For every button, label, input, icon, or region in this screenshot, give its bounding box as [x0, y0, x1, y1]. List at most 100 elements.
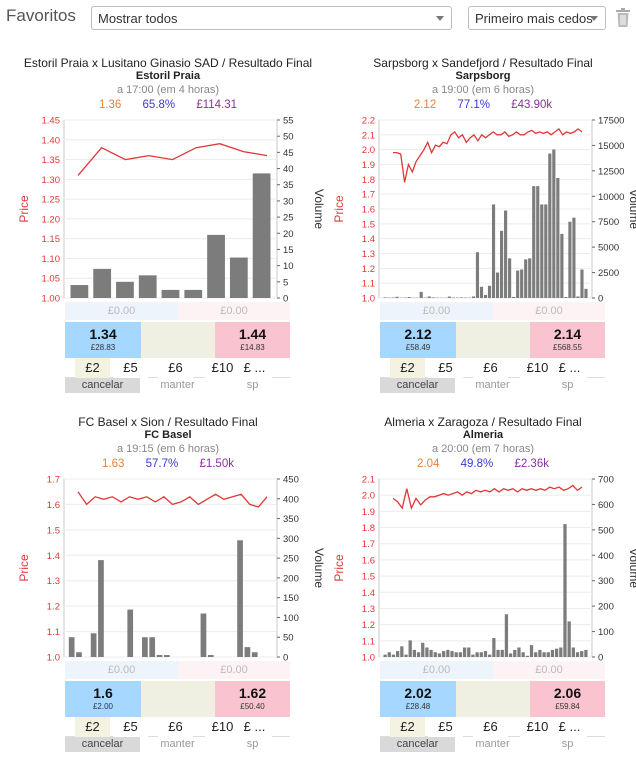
lay-button[interactable]: 2.06 £59.84: [530, 681, 605, 717]
sp-button[interactable]: sp: [561, 738, 574, 750]
volume-bar: [442, 651, 446, 657]
ladder-actions: cancelar manter sp: [380, 378, 605, 393]
lay-button[interactable]: 1.44 £14.83: [215, 322, 290, 358]
price-tick-label: 1.7: [47, 475, 60, 486]
lay-button[interactable]: 1.62 £50.40: [215, 681, 290, 717]
lay-empty-cell[interactable]: £0.00: [178, 661, 290, 679]
sort-select[interactable]: Primeiro mais cedos: [468, 6, 606, 30]
stake-button[interactable]: £ ...: [237, 717, 272, 737]
back-amount: £58.49: [405, 343, 431, 352]
ladder-actions: cancelar manter sp: [65, 737, 290, 752]
volume-bar: [68, 637, 75, 657]
volume-bar: [149, 637, 156, 657]
market-title[interactable]: FC Basel x Sion / Resultado Final: [78, 415, 258, 429]
filter-select[interactable]: Mostrar todos: [91, 6, 452, 30]
volume-tick-label: 450: [283, 475, 299, 486]
volume-bar: [560, 233, 564, 298]
volume-bar: [244, 647, 251, 657]
sp-button[interactable]: sp: [561, 379, 574, 391]
stake-button[interactable]: £5: [428, 358, 463, 378]
lay-odds: 2.06: [553, 685, 582, 701]
keep-button[interactable]: manter: [475, 379, 510, 391]
implied-percent: 49.8%: [460, 458, 494, 470]
stake-button[interactable]: £2: [75, 717, 110, 737]
back-empty-cell[interactable]: £0.00: [380, 661, 493, 679]
back-button[interactable]: 2.02 £28.48: [380, 681, 456, 717]
back-odds: 2.12: [404, 326, 432, 342]
implied-percent: 65.8%: [142, 99, 176, 111]
sp-button[interactable]: sp: [246, 738, 259, 750]
stake-button[interactable]: £5: [113, 717, 148, 737]
stake-button[interactable]: £2: [390, 717, 425, 737]
sp-button[interactable]: sp: [246, 379, 259, 391]
stake-button[interactable]: £5: [428, 717, 463, 737]
stake-button[interactable]: £10: [520, 717, 555, 737]
volume-tick-label: 100: [283, 613, 299, 624]
back-empty-cell[interactable]: £0.00: [65, 302, 178, 320]
cancel-button[interactable]: cancelar: [380, 737, 455, 752]
filter-select-value: Mostrar todos: [98, 11, 178, 26]
stake-button[interactable]: £ ...: [237, 358, 272, 378]
price-tick-label: 1.25: [42, 195, 61, 206]
stake-button[interactable]: £6: [473, 717, 508, 737]
price-tick-label: 1.15: [42, 234, 61, 245]
matched-volume: £2.36k: [514, 458, 549, 470]
market-title[interactable]: Almeria x Zaragoza / Resultado Final: [384, 415, 582, 429]
back-empty-cell[interactable]: £0.00: [380, 302, 493, 320]
lay-button[interactable]: 2.14 £568.55: [530, 322, 605, 358]
volume-bar: [504, 614, 509, 657]
stake-button[interactable]: £6: [158, 358, 193, 378]
volume-tick-label: 0: [283, 653, 288, 664]
back-button[interactable]: 1.6 £2.00: [65, 681, 141, 717]
price-line: [392, 484, 583, 511]
price-volume-chart: 2.1 2.0 1.9 1.8 1.7 1.6 1.5 1.4 1.3 1.2 1.1 1.0 700 6…: [332, 475, 636, 664]
stake-button[interactable]: £10: [520, 358, 555, 378]
volume-bar: [488, 654, 492, 657]
market-title[interactable]: Estoril Praia x Lusitano Ginasio SAD / R…: [23, 56, 313, 70]
back-empty-cell[interactable]: £0.00: [65, 661, 178, 679]
plot-area: [378, 478, 593, 658]
volume-bar: [491, 204, 496, 298]
volume-bar: [454, 652, 458, 657]
volume-bar: [200, 613, 207, 657]
volume-bar: [419, 291, 423, 298]
volume-tick-label: 35: [283, 180, 294, 191]
back-button[interactable]: 2.12 £58.49: [380, 322, 456, 358]
keep-button[interactable]: manter: [160, 379, 195, 391]
lay-amount: £568.55: [553, 343, 582, 352]
lay-empty-cell[interactable]: £0.00: [493, 302, 605, 320]
volume-bar: [400, 646, 404, 657]
stake-button[interactable]: £10: [205, 717, 240, 737]
volume-bar: [525, 655, 529, 657]
stake-button[interactable]: £6: [158, 717, 193, 737]
cancel-button[interactable]: cancelar: [65, 737, 140, 752]
selection-name: FC Basel: [144, 429, 192, 441]
market-title[interactable]: Sarpsborg x Sandefjord / Resultado Final: [373, 56, 593, 70]
lay-empty-cell[interactable]: £0.00: [493, 661, 605, 679]
back-button[interactable]: 1.34 £28.83: [65, 322, 141, 358]
price-axis-title: Price: [332, 195, 346, 223]
cancel-button[interactable]: cancelar: [65, 378, 140, 393]
price-tick-label: 1.0: [362, 653, 375, 664]
price-axis-title: Price: [17, 195, 31, 223]
volume-tick-label: 100: [598, 627, 614, 638]
stake-button[interactable]: £5: [113, 358, 148, 378]
stake-button[interactable]: £ ...: [552, 358, 587, 378]
stake-button[interactable]: £2: [75, 358, 110, 378]
keep-button[interactable]: manter: [475, 738, 510, 750]
stake-button[interactable]: £2: [390, 358, 425, 378]
stake-button[interactable]: £10: [205, 358, 240, 378]
volume-bar: [421, 642, 425, 657]
trash-icon[interactable]: [615, 8, 631, 28]
keep-button[interactable]: manter: [160, 738, 195, 750]
lay-empty-cell[interactable]: £0.00: [178, 302, 290, 320]
stake-button[interactable]: £6: [473, 358, 508, 378]
stake-button[interactable]: £ ...: [552, 717, 587, 737]
lay-odds: 2.14: [553, 326, 582, 342]
volume-bar: [396, 651, 400, 657]
market-card: Sarpsborg x Sandefjord / Resultado Final…: [325, 56, 636, 416]
volume-tick-label: 300: [283, 534, 299, 545]
cancel-button[interactable]: cancelar: [380, 378, 455, 393]
volume-bar: [90, 633, 97, 657]
matched-volume: £1.50k: [199, 458, 234, 470]
